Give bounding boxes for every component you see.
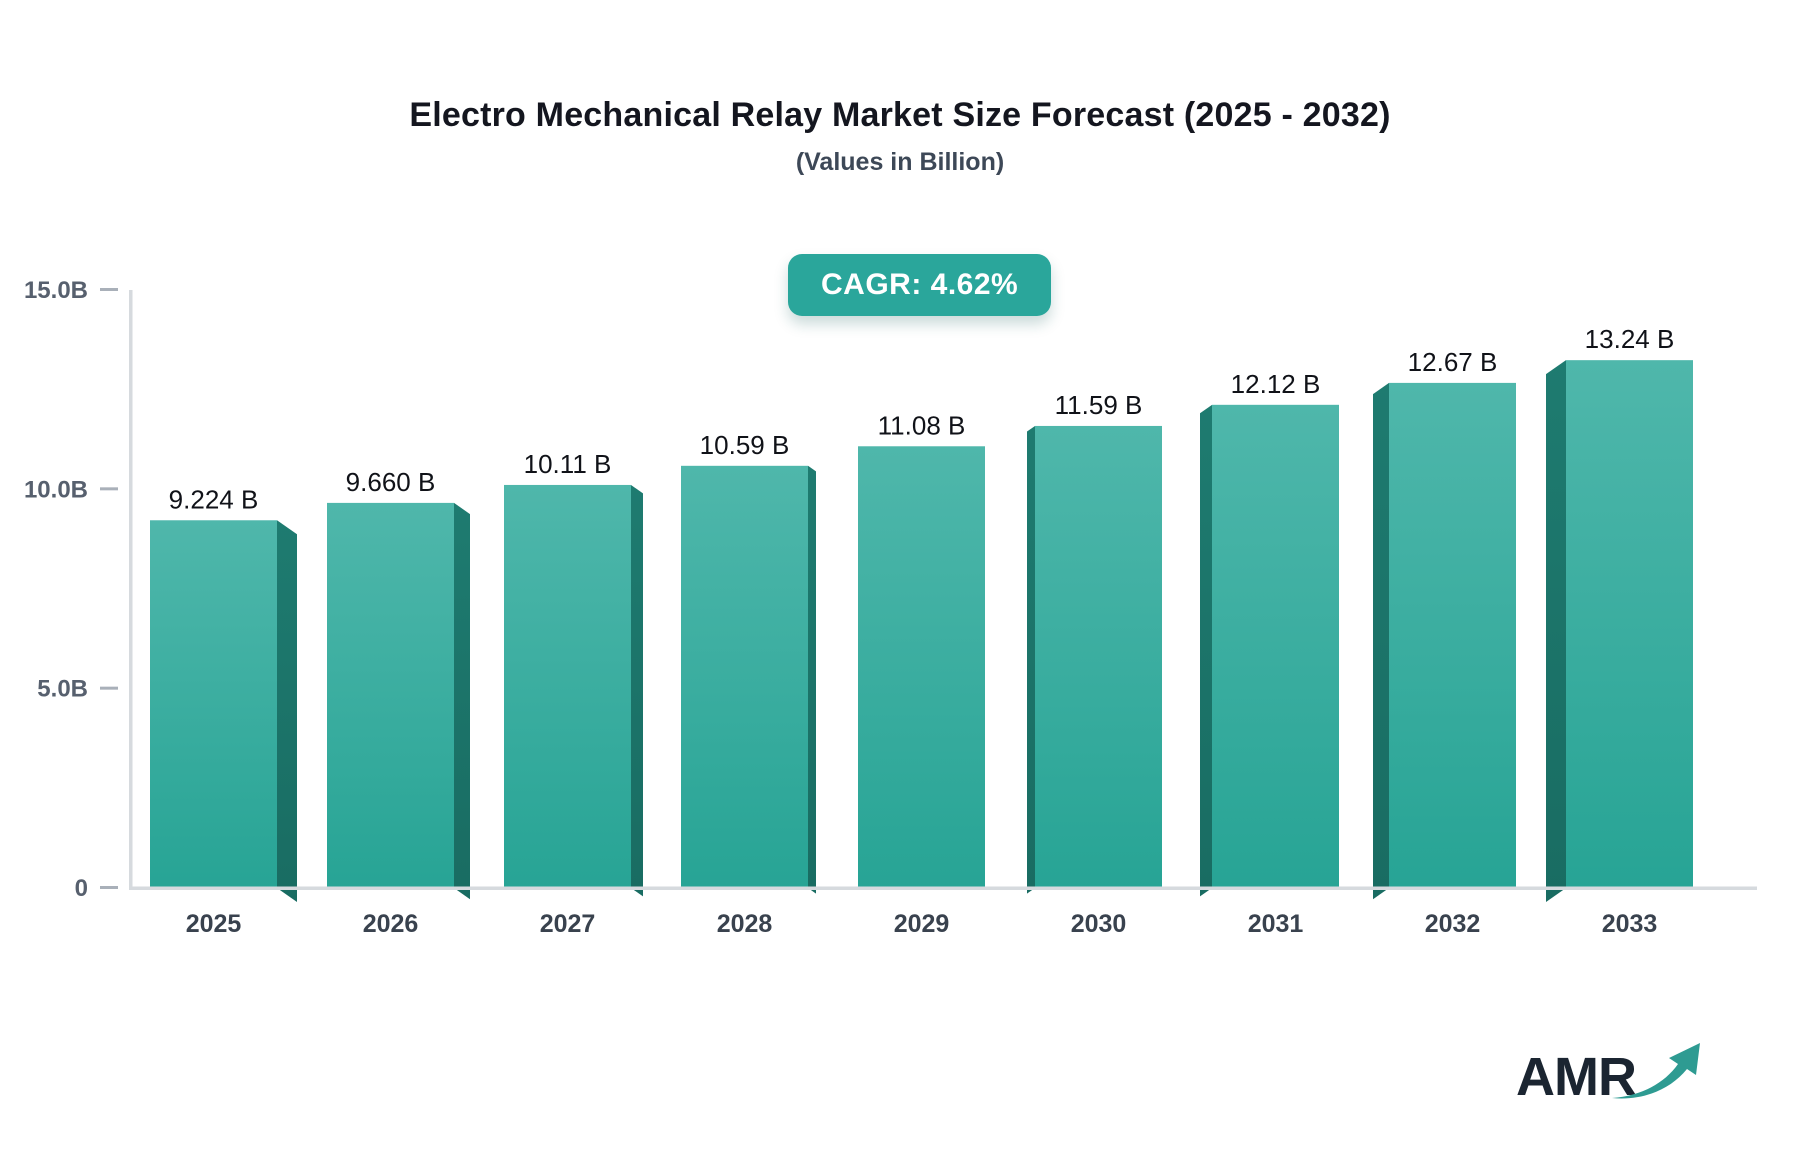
bar-side xyxy=(1546,360,1566,902)
bar-value-label-2031: 12.12 B xyxy=(1231,369,1321,399)
x-label-2031: 2031 xyxy=(1248,910,1304,938)
bar-face xyxy=(1566,360,1693,888)
bar-2027: 10.11 B xyxy=(504,449,643,897)
y-tick-label-15.0B: 15.0B xyxy=(24,277,88,304)
x-axis-line xyxy=(129,886,1757,890)
bar-face xyxy=(504,484,631,888)
amr-logo-text: AMR xyxy=(1516,1047,1637,1107)
bar-value-label-2030: 11.59 B xyxy=(1055,390,1143,420)
chart-title: Electro Mechanical Relay Market Size For… xyxy=(409,96,1391,134)
bar-side xyxy=(277,520,297,902)
y-tick-15.0B xyxy=(100,288,118,291)
bar-2029: 11.08 B xyxy=(858,410,985,888)
bar-side xyxy=(1373,382,1389,900)
y-tick-label-0: 0 xyxy=(75,875,88,902)
bar-value-label-2032: 12.67 B xyxy=(1408,347,1498,377)
x-label-2028: 2028 xyxy=(717,910,773,938)
bar-face xyxy=(150,520,277,888)
bar-2031: 12.12 B xyxy=(1200,369,1339,897)
bar-side xyxy=(808,465,816,894)
bar-face xyxy=(858,446,985,888)
bar-2028: 10.59 B xyxy=(681,430,816,894)
bar-value-label-2025: 9.224 B xyxy=(169,484,259,514)
bar-side xyxy=(454,502,470,900)
bar-value-label-2027: 10.11 B xyxy=(524,449,612,479)
bar-face xyxy=(1389,382,1516,888)
x-label-2029: 2029 xyxy=(894,910,950,938)
y-tick-label-5.0B: 5.0B xyxy=(37,676,88,703)
x-label-2030: 2030 xyxy=(1071,910,1127,938)
amr-logo: AMR xyxy=(1516,1040,1702,1104)
bar-value-label-2033: 13.24 B xyxy=(1585,324,1675,354)
bar-2026: 9.660 B xyxy=(327,467,470,900)
bar-face xyxy=(681,465,808,888)
x-label-2025: 2025 xyxy=(186,910,242,938)
y-tick-10.0B xyxy=(100,487,118,491)
x-label-2033: 2033 xyxy=(1602,910,1658,938)
bar-face xyxy=(1212,404,1339,888)
x-label-2032: 2032 xyxy=(1425,910,1481,938)
y-tick-5.0B xyxy=(100,686,118,690)
bar-value-label-2026: 9.660 B xyxy=(346,467,436,497)
y-tick-0 xyxy=(100,886,118,889)
x-label-2026: 2026 xyxy=(363,910,419,938)
bar-face xyxy=(1035,425,1162,888)
x-label-2027: 2027 xyxy=(540,910,596,938)
bar-face xyxy=(327,502,454,888)
bar-side xyxy=(631,484,643,897)
bar-value-label-2029: 11.08 B xyxy=(878,410,966,440)
bar-2033: 13.24 B xyxy=(1546,324,1693,902)
bar-2032: 12.67 B xyxy=(1373,347,1516,900)
cagr-badge: CAGR: 4.62% xyxy=(788,254,1052,316)
bar-2030: 11.59 B xyxy=(1027,390,1162,894)
chart-subtitle: (Values in Billion) xyxy=(795,148,1005,176)
bar-value-label-2028: 10.59 B xyxy=(700,430,790,460)
bar-side xyxy=(1027,425,1035,894)
y-tick-label-10.0B: 10.0B xyxy=(24,476,88,503)
logo-arrow-icon xyxy=(1612,1043,1700,1099)
bar-2025: 9.224 B xyxy=(150,484,297,902)
bar-side xyxy=(1200,404,1212,897)
y-axis-line xyxy=(129,290,133,890)
